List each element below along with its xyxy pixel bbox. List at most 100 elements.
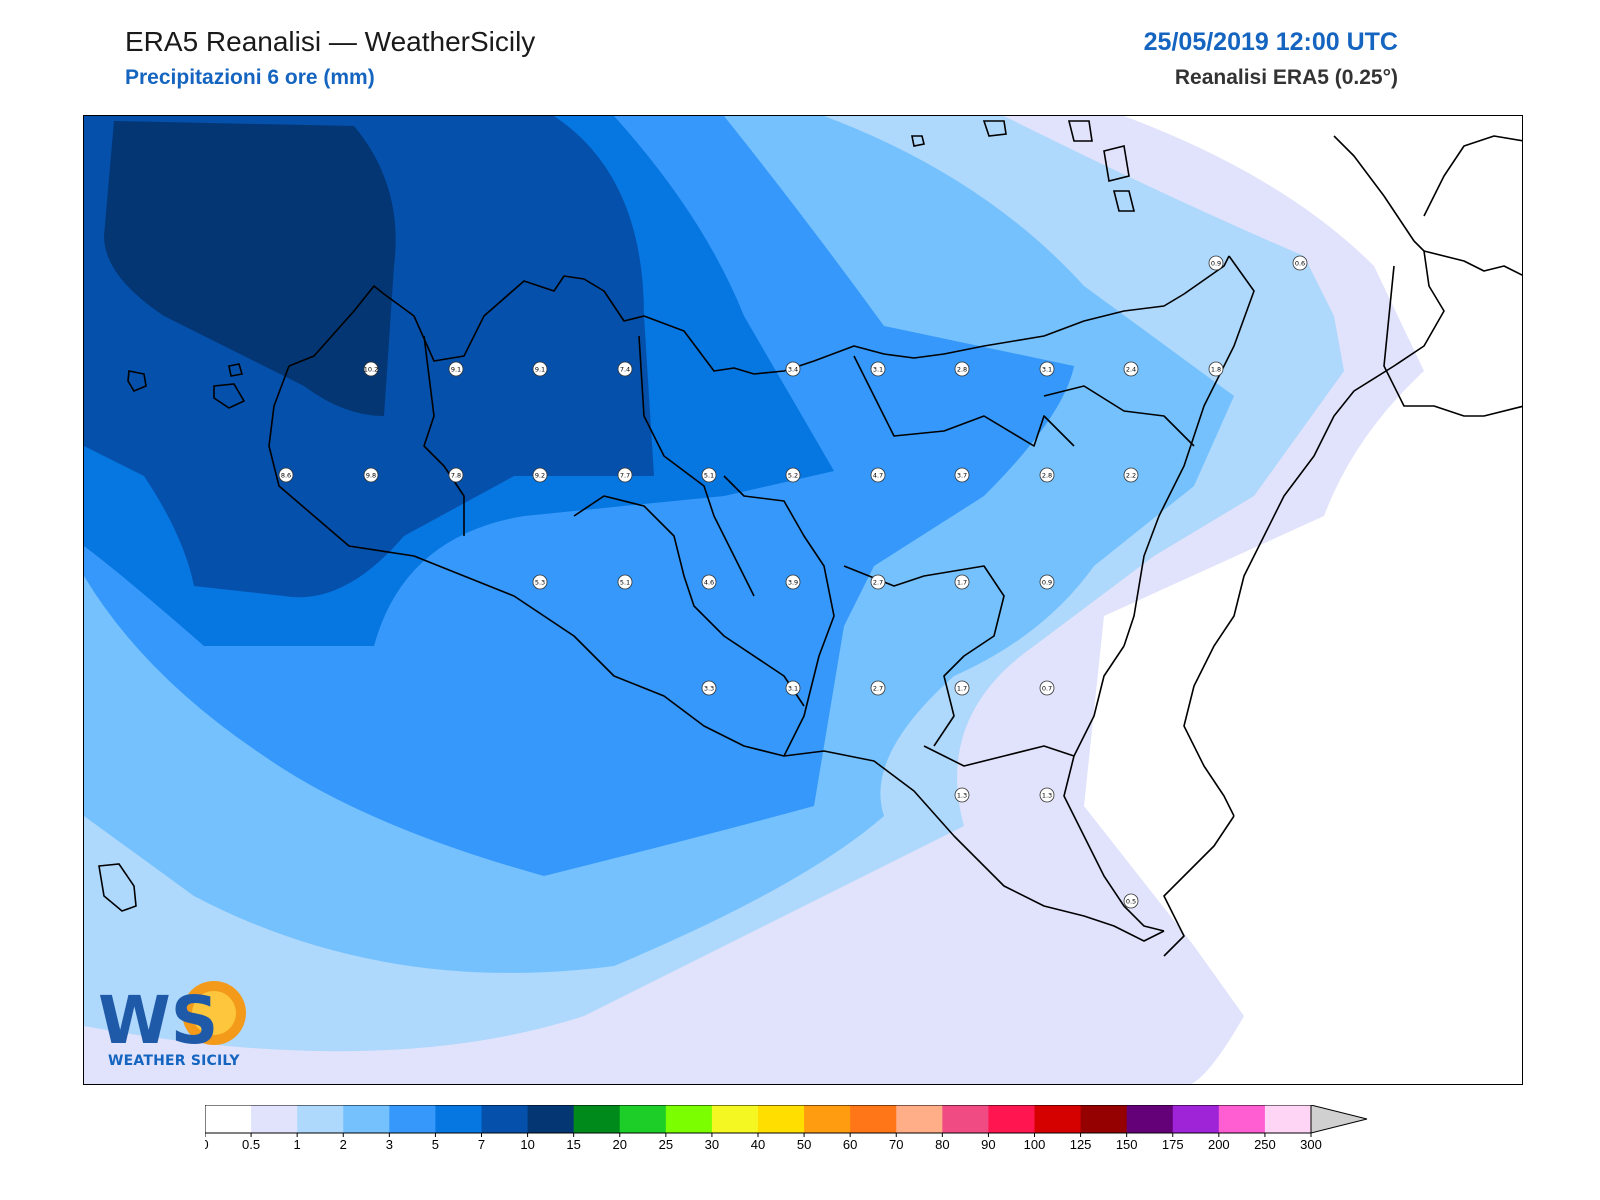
station-value-label: 9.1	[535, 366, 545, 374]
colorbar-swatch	[1080, 1105, 1128, 1133]
egadi-island-3	[228, 363, 244, 377]
colorbar-swatch	[1218, 1105, 1266, 1133]
station-value-label: 0.5	[1126, 898, 1136, 906]
alicudi-island	[982, 120, 1007, 137]
province-boundary-trapani	[423, 335, 465, 536]
colorbar-swatch	[481, 1105, 529, 1133]
station-dot	[1208, 361, 1224, 377]
station-value-marker: 3.1	[870, 361, 886, 377]
colorbar-tick-label: 175	[1162, 1137, 1184, 1152]
station-value-marker: 2.7	[870, 574, 886, 590]
logo-caption: WEATHER SICILY	[108, 1053, 240, 1069]
station-dot	[870, 361, 886, 377]
province-boundary-messina	[1043, 385, 1195, 447]
station-dot	[701, 680, 717, 696]
colorbar-swatch	[297, 1105, 344, 1133]
station-value-label: 1.7	[957, 579, 967, 587]
colorbar-tick-label: 300	[1300, 1137, 1322, 1152]
band-10	[104, 121, 396, 416]
station-dot	[1039, 787, 1055, 803]
sicily-south-coast	[268, 365, 1165, 942]
station-value-marker: 2.2	[1123, 467, 1139, 483]
colorbar-tick-label: 70	[889, 1137, 903, 1152]
station-value-marker: 2.8	[1039, 467, 1055, 483]
colorbar-tick-label: 200	[1208, 1137, 1230, 1152]
station-value-label: 4.7	[873, 472, 883, 480]
station-value-marker: 9.2	[532, 467, 548, 483]
station-markers: 0.9 0.6 10.2 9.1 9.1 7.4 3.4 3.1 2.8 3.1 2.4 1.8 8.6…	[278, 255, 1308, 909]
station-value-label: 5.1	[704, 472, 714, 480]
province-boundary-agrigento	[573, 495, 805, 707]
station-value-marker: 1.3	[954, 787, 970, 803]
colorbar-tick-label: 50	[797, 1137, 811, 1152]
station-value-marker: 1.7	[954, 680, 970, 696]
calabria-north	[1423, 250, 1522, 276]
colorbar-tick-label: 10	[520, 1137, 534, 1152]
station-dot	[1208, 255, 1224, 271]
province-boundary-enna	[853, 355, 1075, 447]
weather-sicily-logo: WS WEATHER SICILY	[96, 975, 256, 1075]
station-value-label: 1.8	[1211, 366, 1221, 374]
station-value-marker: 2.8	[954, 361, 970, 377]
province-boundary-palermo	[638, 335, 755, 597]
station-value-marker: 7.8	[448, 467, 464, 483]
station-dot	[1039, 467, 1055, 483]
valid-datetime: 25/05/2019 12:00 UTC	[1143, 28, 1398, 56]
colorbar-swatch	[573, 1105, 621, 1133]
calabria-northeast	[1423, 135, 1522, 217]
colorbar-swatch	[1172, 1105, 1220, 1133]
colorbar-swatch	[665, 1105, 713, 1133]
station-value-label: 2.2	[1126, 472, 1136, 480]
calabria-east-inland	[1383, 265, 1522, 417]
colorbar-tick-label: 7	[478, 1137, 485, 1152]
station-dot	[1292, 255, 1308, 271]
station-value-marker: 2.7	[870, 680, 886, 696]
station-value-label: 5.3	[535, 579, 545, 587]
station-value-marker: 5.2	[785, 467, 801, 483]
colorbar-tick-label: 60	[843, 1137, 857, 1152]
station-value-label: 7.8	[451, 472, 461, 480]
station-dot	[532, 467, 548, 483]
colorbar-swatch	[711, 1105, 759, 1133]
station-value-label: 9.8	[366, 472, 376, 480]
station-dot	[701, 467, 717, 483]
vulcano-island	[1112, 190, 1136, 212]
colorbar-tick-label: 1	[294, 1137, 301, 1152]
station-value-marker: 9.8	[363, 467, 379, 483]
station-value-label: 3.1	[788, 685, 798, 693]
station-value-label: 7.7	[620, 472, 630, 480]
colorbar-tick-label: 3	[386, 1137, 393, 1152]
colorbar-tick-label: 20	[613, 1137, 627, 1152]
station-value-marker: 3.9	[785, 574, 801, 590]
station-value-marker: 1.3	[1039, 787, 1055, 803]
station-dot	[448, 467, 464, 483]
station-value-label: 0.6	[1295, 260, 1305, 268]
colorbar-tick-label: 250	[1254, 1137, 1276, 1152]
station-dot	[532, 361, 548, 377]
station-dot	[870, 467, 886, 483]
colorbar-tick-label: 90	[981, 1137, 995, 1152]
station-value-label: 2.4	[1126, 366, 1136, 374]
station-dot	[785, 574, 801, 590]
colorbar-swatch	[804, 1105, 851, 1133]
precipitation-bands	[84, 116, 1424, 1084]
station-dot	[278, 467, 294, 483]
station-dot	[617, 574, 633, 590]
colorbar-tick-label: 125	[1070, 1137, 1092, 1152]
sicily-east-coast	[1123, 255, 1255, 647]
station-value-label: 5.1	[620, 579, 630, 587]
colorbar-swatch	[758, 1105, 805, 1133]
station-dot	[363, 467, 379, 483]
station-value-marker: 9.1	[532, 361, 548, 377]
province-boundary-caltanissetta	[723, 475, 835, 757]
station-value-label: 2.8	[957, 366, 967, 374]
colorbar-swatch	[1264, 1105, 1312, 1133]
station-value-label: 0.9	[1042, 579, 1052, 587]
station-value-marker: 9.1	[448, 361, 464, 377]
colorbar-tick-label: 5	[432, 1137, 439, 1152]
lipari-island	[1103, 145, 1130, 182]
colorbar-ticks: 0 0.5 1 2 3 5 7 10 15 20 25 30 40 50 60 70 80 90 100 125 150…	[201, 1133, 1322, 1152]
calabria-inland-border	[1333, 135, 1425, 252]
station-dot	[1039, 361, 1055, 377]
station-value-marker: 4.6	[701, 574, 717, 590]
